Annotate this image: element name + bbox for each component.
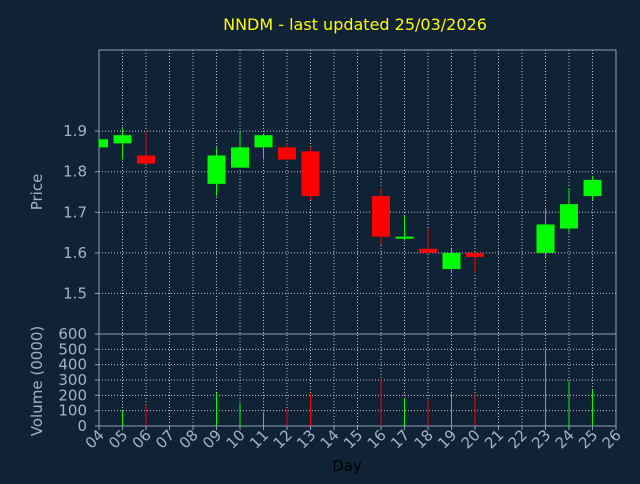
x-tick-label: 25	[575, 426, 601, 452]
candle-body	[254, 135, 273, 148]
x-tick-label: 18	[411, 426, 437, 452]
candle-body	[278, 147, 296, 160]
candle-body	[207, 155, 226, 184]
candle-body	[395, 236, 414, 239]
price-tick-label: 1.9	[63, 122, 87, 140]
candle-body	[536, 224, 555, 253]
x-tick-label: 24	[552, 426, 578, 452]
chart-title: NNDM - last updated 25/03/2026	[223, 15, 487, 34]
candle-body	[560, 204, 578, 229]
x-tick-label: 20	[458, 426, 484, 452]
volume-tick-label: 500	[58, 340, 87, 358]
candle-body	[372, 196, 390, 237]
x-tick-label: 07	[152, 426, 178, 452]
x-tick-label: 15	[340, 426, 366, 452]
price-tick-label: 1.5	[63, 284, 87, 302]
x-tick-label: 09	[199, 426, 225, 452]
x-tick-label: 14	[317, 426, 343, 452]
x-tick-label: 17	[387, 426, 413, 452]
volume-tick-label: 300	[58, 371, 87, 389]
x-tick-label: 23	[528, 426, 554, 452]
labels-layer: 1.51.61.71.81.90100200300400500600040506…	[58, 122, 624, 452]
x-tick-label: 12	[270, 426, 296, 452]
candle-body	[466, 252, 484, 257]
price-tick-label: 1.6	[63, 244, 87, 262]
grid-layer	[95, 50, 616, 427]
volume-tick-label: 600	[58, 325, 87, 343]
x-tick-label: 11	[246, 426, 272, 452]
price-tick-label: 1.7	[63, 203, 87, 221]
volume-tick-label: 200	[58, 386, 87, 404]
x-tick-label: 22	[505, 426, 531, 452]
x-tick-label: 05	[105, 426, 131, 452]
price-tick-label: 1.8	[63, 163, 87, 181]
x-tick-label: 06	[129, 426, 155, 452]
candle-body	[231, 147, 249, 168]
x-tick-label: 08	[176, 426, 202, 452]
x-tick-label: 21	[481, 426, 507, 452]
x-tick-label: 13	[293, 426, 319, 452]
candle-body	[442, 252, 461, 270]
x-tick-label: 10	[223, 426, 249, 452]
volume-axis-label: Volume (0000)	[28, 326, 46, 436]
volume-tick-label: 100	[58, 402, 87, 420]
candle-body	[301, 151, 320, 197]
candle-body	[419, 248, 437, 253]
price-axis-label: Price	[28, 174, 46, 211]
candle-body	[137, 155, 155, 164]
x-axis-label: Day	[332, 457, 362, 475]
candle-body	[99, 139, 108, 148]
volume-tick-label: 0	[77, 417, 87, 435]
x-tick-label: 26	[599, 426, 625, 452]
marks-layer	[98, 127, 602, 426]
volume-tick-label: 400	[58, 356, 87, 374]
x-tick-label: 16	[364, 426, 390, 452]
candle-body	[583, 179, 602, 197]
candle-body	[113, 135, 132, 144]
x-tick-label: 19	[434, 426, 460, 452]
